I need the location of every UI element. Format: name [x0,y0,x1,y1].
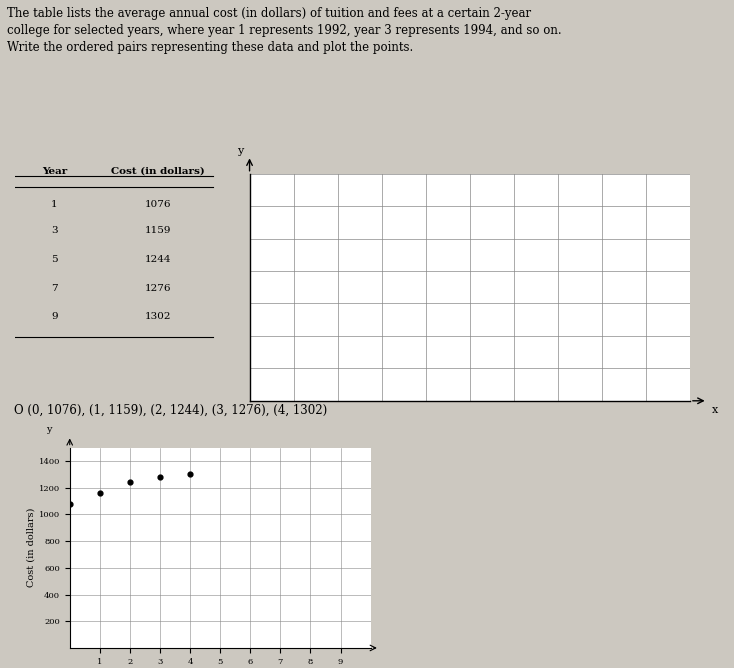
Text: 1076: 1076 [145,200,171,209]
Point [124,476,136,487]
Text: Cost (in dollars): Cost (in dollars) [111,167,205,176]
Text: 5: 5 [51,255,58,264]
Text: y: y [236,146,243,156]
Text: The table lists the average annual cost (in dollars) of tuition and fees at a ce: The table lists the average annual cost … [7,7,562,53]
Point [184,469,196,480]
Point [94,488,106,498]
Text: 1244: 1244 [145,255,171,264]
Text: Year: Year [42,167,67,176]
Text: y: y [46,425,51,434]
Text: 1159: 1159 [145,226,171,235]
Text: 3: 3 [51,226,58,235]
Text: 1276: 1276 [145,284,171,293]
Text: 9: 9 [51,313,58,321]
Text: O (0, 1076), (1, 1159), (2, 1244), (3, 1276), (4, 1302): O (0, 1076), (1, 1159), (2, 1244), (3, 1… [15,403,327,416]
Point [154,472,166,483]
Text: 1302: 1302 [145,313,171,321]
Y-axis label: Cost (in dollars): Cost (in dollars) [27,508,36,587]
Point [64,499,76,510]
Text: 7: 7 [51,284,58,293]
Text: x: x [712,405,719,415]
Text: 1: 1 [51,200,58,209]
